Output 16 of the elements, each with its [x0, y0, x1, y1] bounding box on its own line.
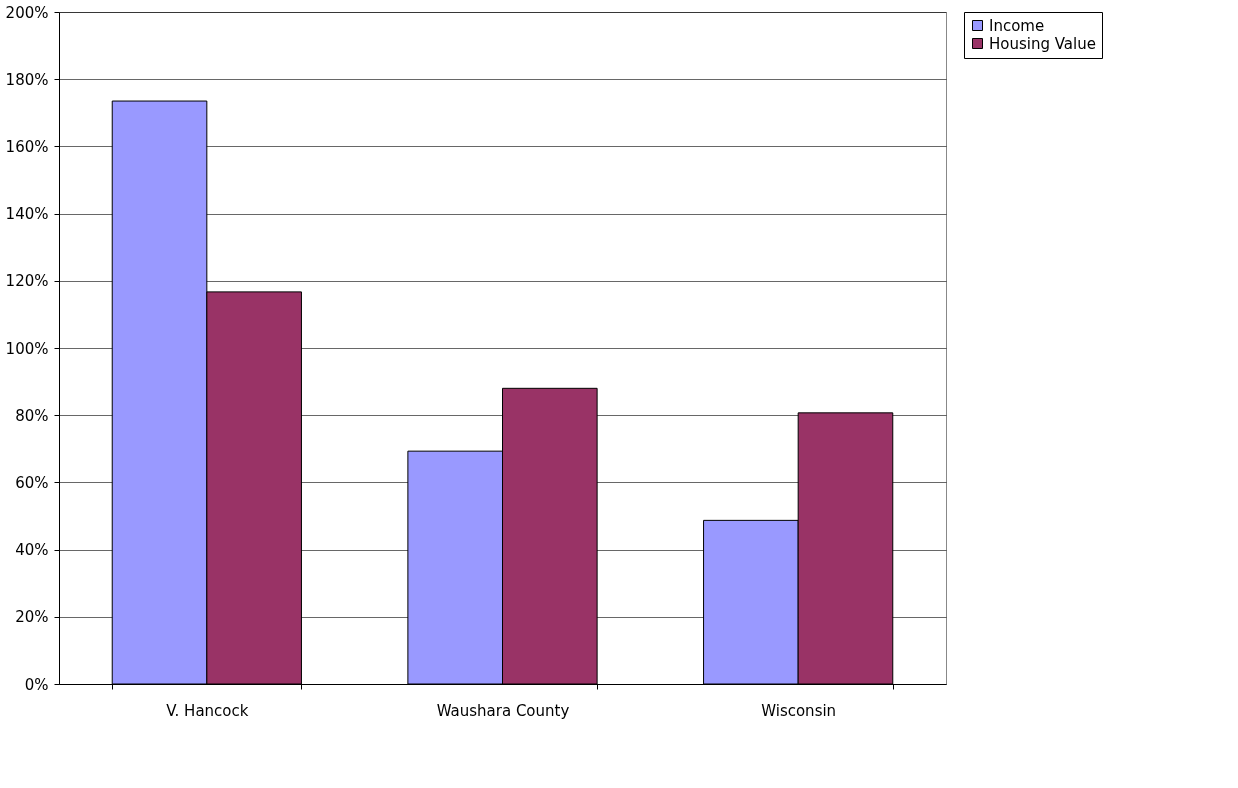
x-tick-label: Waushara County [436, 701, 570, 720]
y-tick-label: 120% [5, 272, 49, 291]
x-tick-label: Wisconsin [761, 701, 837, 720]
y-tick-label: 60% [15, 473, 49, 492]
x-tick-label: V. Hancock [166, 701, 249, 720]
y-tick-label: 0% [24, 675, 49, 694]
legend-label: Housing Value [989, 34, 1096, 53]
y-tick-label: 100% [5, 339, 49, 358]
y-tick-label: 80% [15, 406, 49, 425]
y-tick-label: 180% [5, 70, 49, 89]
y-tick-label: 40% [15, 541, 49, 560]
y-tick-label: 160% [5, 137, 49, 156]
y-tick-label: 20% [15, 608, 49, 627]
y-tick-label: 140% [5, 205, 49, 224]
legend-label: Income [989, 16, 1045, 35]
y-tick-label: 200% [5, 3, 49, 22]
